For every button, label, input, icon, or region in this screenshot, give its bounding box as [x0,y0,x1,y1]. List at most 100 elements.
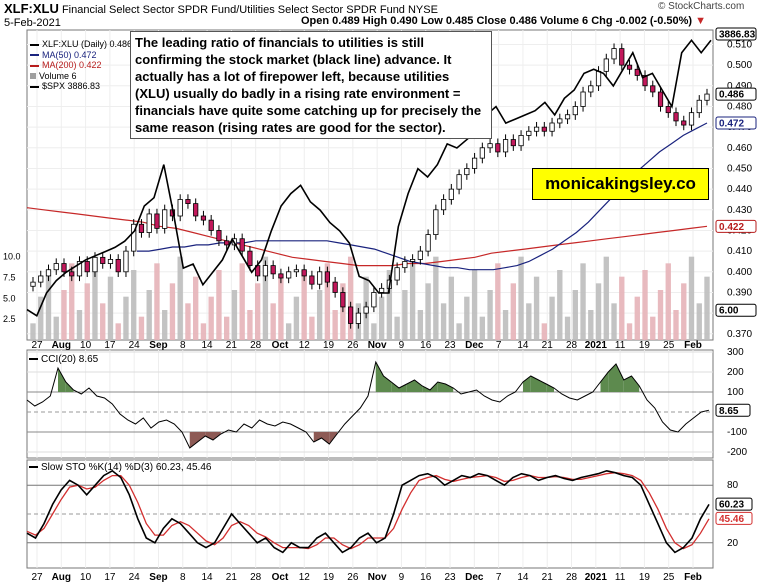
volume-tick-label: 2.5 [3,314,16,324]
x-tick-label: 2021 [585,572,608,583]
price-badge-label: 0.472 [719,119,744,130]
x-tick-label: 24 [129,572,141,583]
volume-bar [665,263,671,340]
candle [115,254,121,277]
candle [193,198,199,222]
candle-body [433,209,439,236]
candle [619,43,625,71]
x-tick-label: 10 [80,572,92,583]
cci-overbought-fill [631,376,640,392]
candle [309,270,315,290]
legend-swatch [30,73,36,80]
candle-body [84,261,90,273]
x-tick-label: Dec [465,340,484,351]
candle [673,107,679,127]
x-tick-label: Sep [149,572,167,583]
candle-body [665,106,671,114]
candle [131,219,137,257]
volume-bar [394,316,400,340]
cci-tick-label: 300 [727,347,744,358]
candle-body [278,273,284,279]
candle [704,88,710,106]
y-tick-label: 0.400 [727,267,752,278]
price-badge-box [715,303,757,317]
candle-body [557,118,563,124]
volume-bar [549,296,555,340]
candle-body [417,250,423,260]
x-tick-label: 21 [542,340,554,351]
cci-overbought-fill [600,372,609,392]
candle [138,219,145,238]
candle [38,270,44,288]
price-badge-label: 6.00 [719,306,739,317]
candle-body [332,281,338,293]
cci-overbought-fill [399,384,407,392]
candle [278,268,284,284]
price-badge: 0.486 [715,87,757,101]
y-tick-label: 0.450 [727,163,752,174]
x-tick-label: 28 [250,340,262,351]
legend-label: $SPX 3886.83 [42,81,101,91]
annotation-box: The leading ratio of financials to utili… [130,31,492,139]
volume-bar [301,270,307,340]
x-tick-label: 21 [542,572,554,583]
candle-body [394,267,400,281]
x-tick-label: 23 [444,340,456,351]
candle-body [162,209,168,229]
x-tick-label: 28 [566,572,578,583]
volume-bar [471,270,478,340]
candle [665,101,671,118]
candle-body [456,174,462,190]
volume-bar [619,276,625,340]
candle-body [611,48,617,60]
candle [107,254,114,269]
legend-label: XLF:XLU (Daily) 0.486 [42,39,133,49]
y-tick-label: 0.480 [727,101,752,112]
legend: XLF:XLU (Daily) 0.486 MA(50) 0.472 MA(200)… [30,39,132,92]
price-badge: 6.00 [715,303,757,317]
x-tick-label: 16 [420,572,432,583]
candle [53,258,59,275]
x-tick-label: 28 [566,340,578,351]
volume-bar [409,263,416,340]
volume-bar [417,310,424,340]
legend-item: Volume 6 [30,71,132,82]
volume-bar [293,296,300,340]
x-tick-label: Sep [149,340,167,351]
cci-oversold-fill [313,432,322,442]
ticker-symbol: XLF:XLU [4,1,59,16]
volume-bar [92,256,98,340]
cci-badge-label: 8.65 [719,406,739,417]
candle-body [247,250,253,266]
sto-badge-label: 60.23 [719,500,744,511]
cci-overbought-fill [375,362,384,392]
x-tick-label: 19 [323,340,335,351]
candle [696,95,702,118]
candle [487,138,493,153]
candle-body [673,112,679,122]
ticker-description: Financial Select Sector SPDR Fund/Utilit… [61,4,438,16]
volume-bar [208,296,214,340]
candle [402,256,408,273]
volume-bar [402,290,408,340]
candle-body [363,306,369,314]
volume-bar [146,290,152,340]
candle [448,183,454,205]
volume-bar [107,276,114,340]
sto-d-line [26,472,710,550]
cci-overbought-fill [58,368,66,392]
candle [510,134,516,151]
candle-body [549,122,555,132]
volume-bar [223,316,230,340]
candle [541,121,547,137]
volume-bar [650,316,656,340]
candle [301,264,307,282]
volume-bar [533,276,540,340]
volume-bar [681,283,687,340]
x-tick-label: 14 [517,572,529,583]
candle-body [371,292,377,308]
candle-body [502,139,509,153]
candle-body [704,93,710,101]
candle-body [696,99,702,114]
candle-body [224,240,230,246]
